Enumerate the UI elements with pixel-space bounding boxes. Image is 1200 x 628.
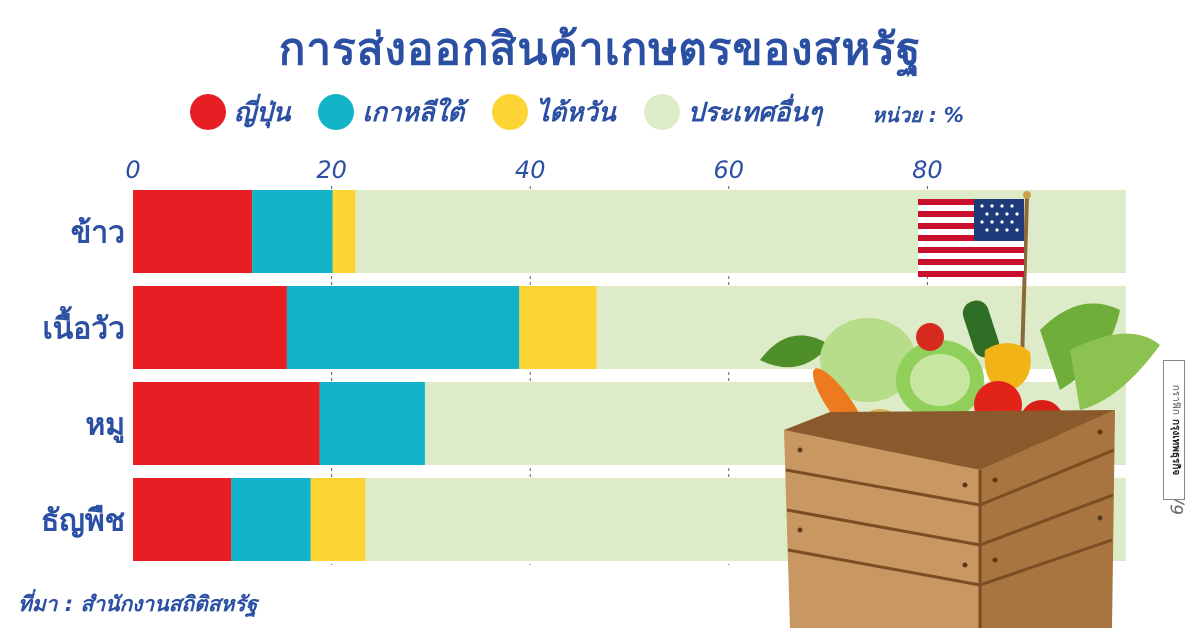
legend-label-others: ประเทศอื่นๆ — [687, 97, 823, 128]
bar-segment — [133, 382, 320, 465]
legend-label-taiwan: ไต้หวัน — [536, 97, 616, 128]
category-label: เนื้อวัว — [43, 306, 125, 347]
bar-segment — [319, 382, 425, 465]
x-tick-label: 60 — [714, 156, 745, 184]
legend-item-others: ประเทศอื่นๆ — [643, 92, 823, 133]
unit-label: หน่วย : % — [872, 103, 964, 127]
legend-label-japan: ญี่ปุ่น — [234, 97, 291, 128]
credit-brand: กรุงเทพธุรกิจ — [1170, 418, 1182, 476]
chart-title: การส่งออกสินค้าเกษตรของสหรัฐ — [278, 24, 922, 75]
bar-segment — [133, 286, 287, 369]
us-flag-icon — [918, 191, 1031, 361]
category-label: ธัญพืช — [41, 504, 125, 539]
legend-item-taiwan: ไต้หวัน — [492, 92, 616, 133]
bar-segment — [133, 190, 253, 273]
x-tick-label: 20 — [316, 156, 347, 184]
bar-segment — [310, 478, 366, 561]
legend-swatch-korea — [318, 94, 355, 130]
wooden-crate-icon — [784, 410, 1115, 628]
graphic-credit: กราฟิก กรุงเทพธุรกิจ — [1163, 360, 1185, 500]
legend-item-japan: ญี่ปุ่น — [190, 92, 290, 133]
bar-segment — [332, 190, 356, 273]
bar-segment — [519, 286, 597, 369]
legend: ญี่ปุ่น เกาหลีใต้ ไต้หวัน ประเทศอื่นๆ — [190, 92, 850, 132]
x-tick-label: 80 — [912, 156, 943, 184]
category-label: หมู — [85, 408, 125, 444]
category-label: ข้าว — [71, 216, 125, 251]
bar-segment — [133, 478, 232, 561]
bar-segment — [231, 478, 311, 561]
bar-segment — [286, 286, 520, 369]
source-note: ที่มา : สำนักงานสถิติสหรัฐ — [18, 592, 258, 616]
credit-label: กราฟิก — [1170, 384, 1182, 415]
legend-item-korea: เกาหลีใต้ — [318, 92, 464, 133]
x-tick-label: 0 — [125, 156, 140, 184]
legend-swatch-taiwan — [492, 94, 529, 130]
legend-swatch-japan — [190, 94, 226, 130]
x-tick-label: 40 — [515, 156, 546, 184]
bar-segment — [252, 190, 333, 273]
legend-swatch-others — [643, 94, 680, 130]
legend-label-korea: เกาหลีใต้ — [362, 97, 465, 128]
